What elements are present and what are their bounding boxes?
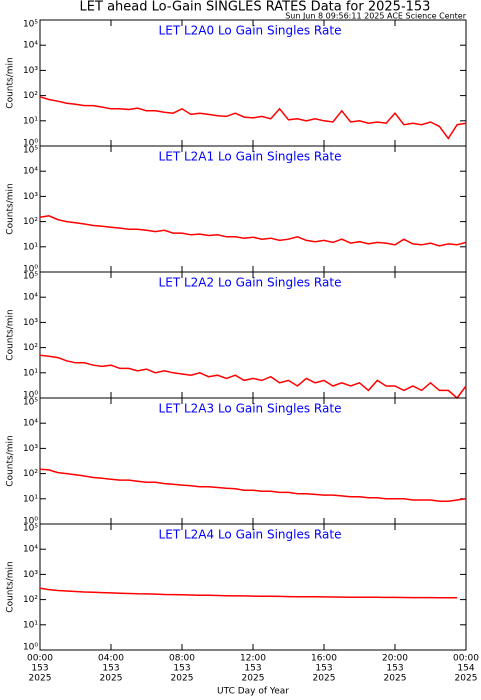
y-tick-label: 10² bbox=[23, 217, 38, 227]
y-tick-label: 10¹ bbox=[23, 620, 38, 630]
timestamp: Sun Jun 8 09:56:11 2025 ACE Science Cent… bbox=[285, 12, 467, 21]
plot-frame bbox=[39, 397, 467, 525]
y-tick-label: 10⁵ bbox=[23, 146, 38, 156]
x-tick-label: 2025 bbox=[171, 674, 194, 684]
x-tick-label: 00:00 bbox=[27, 654, 53, 664]
y-tick-label: 10⁵ bbox=[23, 20, 38, 30]
y-tick-label: 10⁴ bbox=[23, 293, 38, 303]
x-tick-label: 20:00 bbox=[382, 654, 408, 664]
y-tick-label: 10³ bbox=[23, 444, 38, 454]
x-tick-label: 08:00 bbox=[169, 654, 195, 664]
y-tick-label: 10¹ bbox=[23, 494, 38, 504]
x-tick-label: 00:00 bbox=[453, 654, 479, 664]
y-axis-label: Counts/min bbox=[6, 57, 16, 108]
x-tick-label: 2025 bbox=[384, 674, 407, 684]
plot-frame bbox=[39, 19, 467, 147]
y-tick-label: 10⁴ bbox=[23, 419, 38, 429]
x-tick-label: 153 bbox=[386, 664, 403, 674]
x-tick-label: 2025 bbox=[29, 674, 52, 684]
plot-frame bbox=[39, 145, 467, 273]
data-line bbox=[39, 96, 467, 140]
x-tick-label: 153 bbox=[315, 664, 332, 674]
plot-frame bbox=[39, 523, 467, 651]
panel-title: LET L2A3 Lo Gain Singles Rate bbox=[159, 402, 342, 416]
y-tick-label: 10⁰ bbox=[23, 265, 38, 275]
x-tick-label: 2025 bbox=[455, 674, 478, 684]
panel-title: LET L2A2 Lo Gain Singles Rate bbox=[159, 276, 342, 290]
y-tick-label: 10⁴ bbox=[23, 167, 38, 177]
page-title: LET ahead Lo-Gain SINGLES RATES Data for… bbox=[80, 0, 431, 15]
panel-title: LET L2A1 Lo Gain Singles Rate bbox=[159, 150, 342, 164]
data-line bbox=[39, 354, 467, 400]
data-line bbox=[39, 468, 467, 502]
x-tick-label: 12:00 bbox=[240, 654, 266, 664]
x-tick-label: 153 bbox=[173, 664, 190, 674]
y-tick-label: 10³ bbox=[23, 66, 38, 76]
y-tick-label: 10⁰ bbox=[23, 391, 38, 401]
x-tick-label: 2025 bbox=[313, 674, 336, 684]
x-tick-label: 16:00 bbox=[311, 654, 337, 664]
x-axis-label: UTC Day of Year bbox=[217, 687, 289, 697]
y-tick-label: 10⁴ bbox=[23, 41, 38, 51]
data-line bbox=[39, 587, 458, 599]
y-axis-label: Counts/min bbox=[6, 435, 16, 486]
y-tick-label: 10⁵ bbox=[23, 272, 38, 282]
panel-title: LET L2A0 Lo Gain Singles Rate bbox=[159, 24, 342, 38]
y-tick-label: 10¹ bbox=[23, 242, 38, 252]
y-axis-label: Counts/min bbox=[6, 309, 16, 360]
y-tick-label: 10² bbox=[23, 595, 38, 605]
y-tick-label: 10² bbox=[23, 91, 38, 101]
y-tick-label: 10³ bbox=[23, 318, 38, 328]
y-tick-label: 10⁰ bbox=[23, 517, 38, 527]
y-tick-label: 10⁰ bbox=[23, 139, 38, 149]
data-line bbox=[39, 215, 467, 247]
x-tick-label: 04:00 bbox=[98, 654, 124, 664]
y-tick-label: 10⁵ bbox=[23, 398, 38, 408]
y-tick-label: 10² bbox=[23, 469, 38, 479]
x-tick-label: 153 bbox=[31, 664, 48, 674]
x-tick-label: 154 bbox=[457, 664, 474, 674]
panel-title: LET L2A4 Lo Gain Singles Rate bbox=[159, 528, 342, 542]
y-axis-label: Counts/min bbox=[6, 561, 16, 612]
y-tick-label: 10⁰ bbox=[23, 643, 38, 653]
y-tick-label: 10³ bbox=[23, 570, 38, 580]
y-tick-label: 10⁵ bbox=[23, 524, 38, 534]
x-tick-label: 2025 bbox=[242, 674, 265, 684]
x-tick-label: 153 bbox=[102, 664, 119, 674]
y-tick-label: 10³ bbox=[23, 192, 38, 202]
y-tick-label: 10¹ bbox=[23, 116, 38, 126]
x-tick-label: 2025 bbox=[100, 674, 123, 684]
y-axis-label: Counts/min bbox=[6, 183, 16, 234]
y-tick-label: 10⁴ bbox=[23, 545, 38, 555]
y-tick-label: 10¹ bbox=[23, 368, 38, 378]
y-tick-label: 10² bbox=[23, 343, 38, 353]
x-tick-label: 153 bbox=[244, 664, 261, 674]
